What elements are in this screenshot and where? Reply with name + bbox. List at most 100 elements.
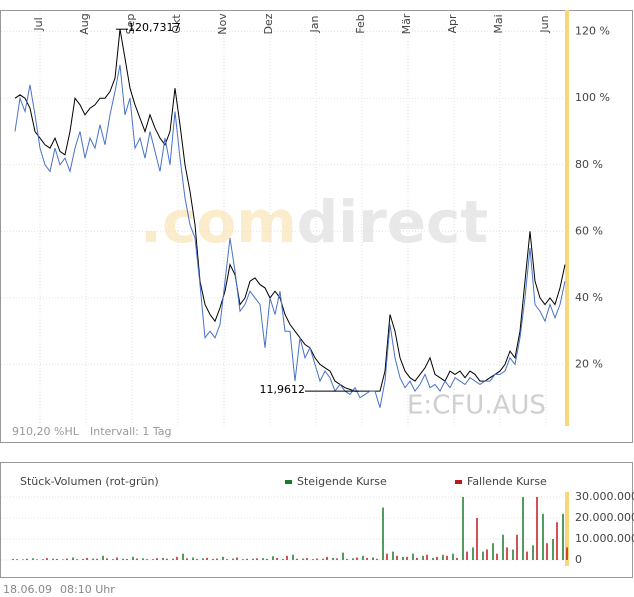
- volume-bar: [496, 553, 498, 560]
- volume-bar: [336, 558, 338, 560]
- volume-bar: [316, 558, 318, 560]
- volume-bar: [86, 557, 88, 560]
- volume-bar: [242, 559, 244, 560]
- volume-bar: [62, 559, 64, 560]
- date: 18.06.09: [3, 583, 52, 596]
- volume-bar: [352, 558, 354, 560]
- volume-bar: [192, 557, 194, 560]
- month-label: Jul: [32, 17, 45, 31]
- volume-bar: [392, 551, 394, 560]
- volume-bar: [526, 551, 528, 560]
- volume-bar: [302, 558, 304, 560]
- annotation: 120,7317: [128, 21, 181, 34]
- volume-title: Stück-Volumen (rot-grün): [20, 475, 159, 488]
- volume-bar: [276, 557, 278, 560]
- volume-bar: [146, 559, 148, 560]
- volume-bar: [166, 558, 168, 560]
- volume-bar: [506, 547, 508, 560]
- volume-bar: [366, 557, 368, 560]
- volume-bar: [466, 551, 468, 560]
- interval-info: Intervall: 1 Tag: [90, 425, 172, 438]
- volume-bar: [82, 558, 84, 560]
- month-label: Dez: [262, 13, 275, 34]
- y-tick-label: 80 %: [575, 158, 603, 171]
- volume-bar: [292, 554, 294, 560]
- volume-bar: [106, 558, 108, 560]
- volume-bar: [486, 549, 488, 560]
- volume-bar: [112, 559, 114, 560]
- volume-bar: [262, 558, 264, 560]
- month-label: Mär: [400, 13, 413, 34]
- volume-bar: [186, 558, 188, 560]
- volume-bar: [326, 556, 328, 560]
- volume-bar: [96, 558, 98, 560]
- y-tick-label: 10.000.000: [575, 532, 634, 545]
- volume-bar: [342, 552, 344, 560]
- volume-bar: [286, 555, 288, 560]
- volume-bar: [402, 556, 404, 560]
- volume-bar: [216, 558, 218, 560]
- volume-bar: [12, 558, 14, 560]
- legend-swatch: [455, 480, 462, 484]
- volume-bar: [156, 558, 158, 560]
- volume-bar: [46, 558, 48, 560]
- month-label: Feb: [354, 14, 367, 33]
- volume-bar: [126, 558, 128, 560]
- volume-bar: [266, 558, 268, 560]
- volume-bar: [142, 558, 144, 560]
- y-tick-label: 30.000.000: [575, 490, 634, 503]
- volume-bar: [492, 543, 494, 560]
- month-label: Jun: [538, 15, 551, 33]
- symbol: E:CFU.AUS: [407, 391, 546, 421]
- hl-info: 910,20 %HL: [12, 425, 80, 438]
- month-label: Aug: [78, 13, 91, 34]
- volume-bar: [412, 553, 414, 560]
- month-label: Jan: [308, 15, 321, 33]
- legend-label: Steigende Kurse: [297, 475, 387, 488]
- volume-bar: [516, 534, 518, 560]
- volume-bar: [532, 545, 534, 560]
- volume-bar: [76, 559, 78, 560]
- volume-bar: [426, 554, 428, 560]
- volume-bar: [546, 543, 548, 560]
- volume-bar: [252, 558, 254, 560]
- legend-swatch: [285, 480, 292, 484]
- volume-bar: [332, 557, 334, 560]
- volume-bar: [66, 558, 68, 560]
- volume-bar: [522, 497, 524, 560]
- volume-bar: [462, 497, 464, 560]
- volume-bar: [376, 558, 378, 560]
- volume-bar: [72, 557, 74, 560]
- time: 08:10 Uhr: [60, 583, 115, 596]
- volume-bar: [212, 558, 214, 560]
- price-panel: [0, 10, 633, 443]
- volume-bar: [396, 555, 398, 560]
- volume-bar: [436, 556, 438, 560]
- volume-bar: [356, 557, 358, 560]
- volume-bar: [502, 534, 504, 560]
- volume-bar: [372, 557, 374, 560]
- volume-bar: [296, 558, 298, 560]
- volume-bar: [512, 549, 514, 560]
- volume-bar: [542, 513, 544, 560]
- volume-bar: [162, 557, 164, 560]
- volume-bar: [132, 556, 134, 560]
- volume-bar: [386, 553, 388, 560]
- volume-bar: [102, 555, 104, 560]
- volume-bar: [26, 558, 28, 560]
- volume-bar: [482, 551, 484, 560]
- y-tick-label: 20 %: [575, 357, 603, 370]
- volume-bar: [236, 557, 238, 560]
- volume-bar: [52, 558, 54, 560]
- volume-bar: [256, 558, 258, 560]
- volume-bar: [232, 558, 234, 560]
- volume-bar: [562, 513, 564, 560]
- y-tick-label: 100 %: [575, 91, 610, 104]
- volume-bar: [222, 556, 224, 560]
- volume-bar: [22, 559, 24, 560]
- volume-bar: [176, 556, 178, 560]
- volume-bar: [552, 539, 554, 560]
- legend-label: Fallende Kurse: [467, 475, 547, 488]
- month-label: Mai: [492, 14, 505, 33]
